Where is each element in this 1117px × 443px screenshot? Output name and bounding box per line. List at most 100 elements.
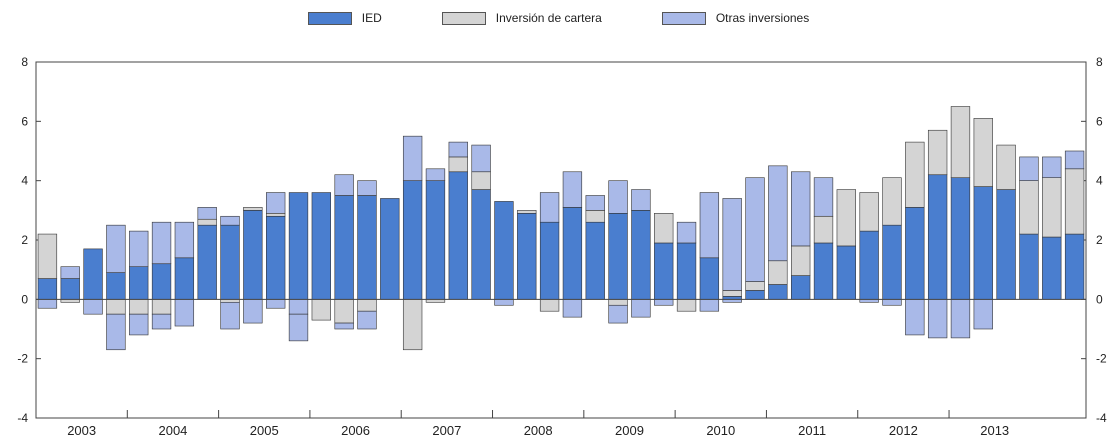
x-tick-label-year: 2010 — [706, 423, 735, 438]
bar-inversion-cartera — [585, 210, 605, 223]
bar-ied — [676, 242, 697, 300]
bar-inversion-cartera — [676, 299, 697, 312]
bar-ied — [1042, 236, 1062, 300]
bar-inversion-cartera — [517, 210, 537, 214]
bar-ied — [585, 221, 605, 300]
bar-ied — [1019, 233, 1039, 300]
bar-ied — [243, 210, 263, 300]
bar-otras-inversiones-extra — [288, 313, 309, 342]
bar-ied — [334, 195, 354, 300]
bar-ied — [859, 230, 879, 300]
bar-otras-inversiones-extra — [973, 299, 993, 330]
bar-inversion-cartera — [882, 177, 902, 226]
y-tick-label-left: 8 — [21, 55, 28, 69]
bar-otras-inversiones-extra — [220, 301, 240, 330]
bar-otras-inversiones — [1064, 150, 1085, 170]
bar-otras-inversiones — [129, 230, 149, 268]
bar-otras-inversiones — [197, 207, 217, 220]
bar-otras-inversiones — [220, 215, 240, 226]
bar-otras-inversiones — [266, 192, 286, 214]
bar-inversion-cartera — [106, 299, 126, 315]
y-tick-label-left: -4 — [17, 411, 28, 425]
bar-inversion-cartera — [836, 189, 856, 247]
bar-ied — [288, 192, 309, 300]
bar-inversion-cartera — [448, 156, 468, 173]
bar-ied — [174, 257, 195, 300]
legend-swatch-inversion-cartera — [441, 11, 486, 25]
bar-inversion-cartera — [722, 290, 742, 297]
bar-ied — [517, 213, 537, 300]
y-tick-label-right: 4 — [1096, 174, 1103, 188]
bar-otras-inversiones-extra — [562, 299, 583, 318]
bar-otras-inversiones-extra — [106, 313, 126, 351]
bar-otras-inversiones — [37, 299, 58, 309]
bar-otras-inversiones-extra — [654, 299, 674, 306]
bar-otras-inversiones — [288, 299, 309, 315]
bar-inversion-cartera — [129, 299, 149, 315]
x-tick-label-year: 2004 — [158, 423, 187, 438]
bar-otras-inversiones-extra — [631, 299, 651, 318]
bar-otras-inversiones — [106, 224, 126, 273]
bar-inversion-cartera — [791, 245, 811, 276]
bar-otras-inversiones — [1042, 156, 1062, 179]
bar-otras-inversiones-extra — [905, 299, 925, 336]
bar-inversion-cartera — [654, 213, 674, 244]
bar-ied — [745, 290, 765, 300]
legend-item-ied: IED — [307, 8, 382, 28]
bar-otras-inversiones — [60, 266, 80, 279]
bar-ied — [266, 215, 286, 300]
y-tick-label-right: 8 — [1096, 55, 1103, 69]
bar-inversion-cartera — [197, 218, 217, 226]
x-tick-label-year: 2005 — [250, 423, 279, 438]
bar-ied — [973, 186, 993, 300]
bar-inversion-cartera — [471, 171, 491, 190]
y-tick-label-left: 6 — [21, 114, 28, 128]
bar-ied — [813, 242, 834, 300]
bar-ied — [905, 207, 925, 300]
bar-ied — [699, 257, 720, 300]
bar-otras-inversiones-extra — [699, 299, 720, 312]
bar-ied — [562, 207, 583, 300]
bar-ied — [311, 192, 331, 300]
bar-inversion-cartera — [311, 299, 331, 321]
bar-otras-inversiones — [83, 299, 103, 315]
y-tick-label-left: 2 — [21, 233, 28, 247]
bar-ied — [83, 248, 103, 300]
bar-ied — [471, 189, 491, 300]
bar-ied — [106, 272, 126, 300]
bar-inversion-cartera — [859, 192, 879, 232]
bar-inversion-cartera — [768, 260, 788, 285]
x-tick-label-year: 2003 — [67, 423, 96, 438]
bar-inversion-cartera — [996, 144, 1016, 190]
bar-inversion-cartera — [151, 299, 172, 315]
bar-ied — [631, 210, 651, 300]
bar-ied — [1064, 233, 1085, 300]
bar-ied — [608, 213, 628, 300]
bar-ied — [996, 189, 1016, 300]
bar-otras-inversiones — [699, 192, 720, 259]
x-tick-label-year: 2007 — [432, 423, 461, 438]
legend-swatch-ied — [307, 11, 352, 25]
bar-ied — [654, 242, 674, 300]
bar-otras-inversiones-extra — [494, 299, 514, 306]
y-tick-label-left: 4 — [21, 174, 28, 188]
bar-inversion-cartera — [608, 299, 628, 306]
bar-ied — [380, 198, 400, 300]
bar-otras-inversiones — [151, 221, 172, 265]
bar-inversion-cartera — [745, 281, 765, 291]
bar-inversion-cartera — [37, 233, 58, 279]
x-tick-label-year: 2006 — [341, 423, 370, 438]
bar-inversion-cartera — [243, 207, 263, 211]
legend-label-ied: IED — [361, 11, 382, 25]
x-tick-label-year: 2009 — [615, 423, 644, 438]
bar-otras-inversiones — [562, 171, 583, 208]
bar-inversion-cartera — [973, 118, 993, 187]
bar-inversion-cartera — [927, 129, 948, 176]
bar-otras-inversiones — [402, 135, 423, 181]
legend-item-otras-inversiones: Otras inversiones — [661, 8, 809, 28]
bar-ied — [448, 171, 468, 300]
bar-otras-inversiones — [174, 221, 195, 259]
y-tick-label-right: 2 — [1096, 233, 1103, 247]
bar-ied — [791, 275, 811, 300]
bar-ied — [425, 180, 446, 300]
